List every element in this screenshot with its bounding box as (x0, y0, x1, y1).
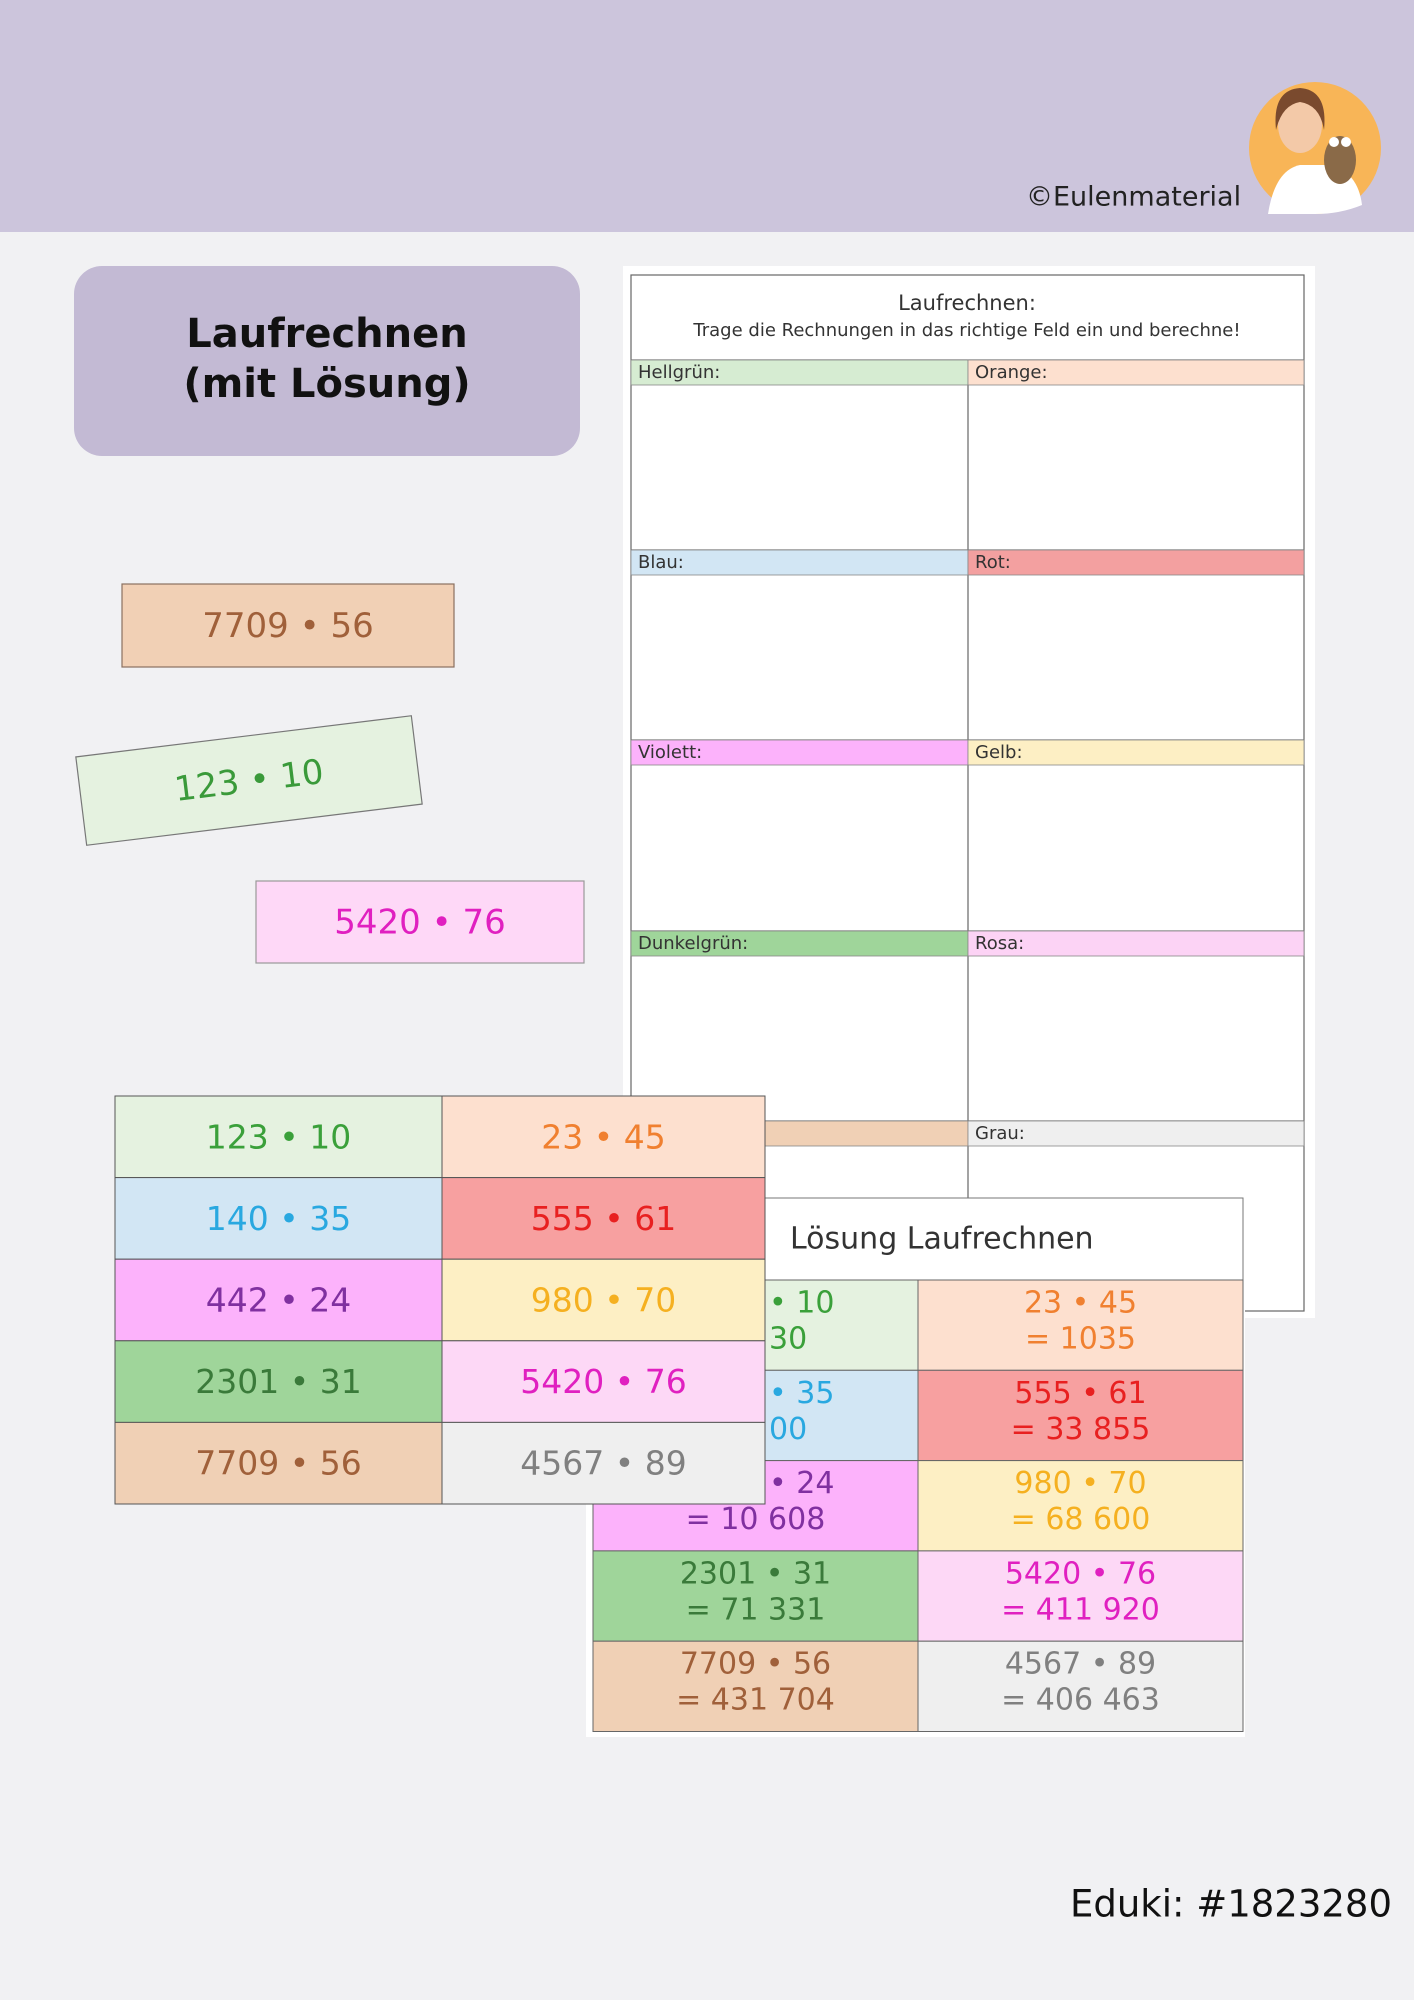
solution-cell (917, 1460, 1244, 1552)
field-label: Orange: (975, 362, 1048, 383)
solution-line: 00 (769, 1412, 807, 1447)
task-cell (441, 1258, 766, 1342)
solution-cell (917, 1279, 1244, 1371)
field-label: Grau: (975, 1123, 1025, 1144)
solution-line: • 24 (769, 1466, 834, 1501)
worksheet-title: Laufrechnen: (898, 291, 1036, 315)
solution-line: 2301 • 31 (680, 1556, 831, 1591)
solution-cell (917, 1369, 1244, 1462)
solution-line: = 431 704 (676, 1683, 835, 1718)
solution-cell (917, 1550, 1244, 1642)
task-text: 140 • 35 (206, 1199, 351, 1238)
card: 7709 • 56 (121, 583, 455, 668)
card-text: 7709 • 56 (202, 606, 373, 646)
task-text: 980 • 70 (531, 1281, 676, 1320)
field-label-bar (630, 359, 969, 386)
title-line: (mit Lösung) (183, 361, 470, 407)
solution-line: = 406 463 (1001, 1683, 1160, 1718)
card-box (121, 583, 455, 668)
task-cell (114, 1421, 443, 1505)
task-text: 7709 • 56 (195, 1444, 361, 1483)
solution-line: • 35 (769, 1376, 834, 1411)
field-label-bar (967, 1120, 1305, 1147)
field-label-bar (967, 359, 1305, 386)
solution-line: = 68 600 (1011, 1502, 1151, 1537)
field-label: Gelb: (975, 742, 1023, 763)
task-cell (441, 1421, 766, 1505)
solution-line: 555 • 61 (1014, 1376, 1146, 1411)
task-text: 555 • 61 (531, 1199, 676, 1238)
solution-line: = 411 920 (1001, 1592, 1160, 1627)
task-text: 2301 • 31 (195, 1362, 361, 1401)
card: 5420 • 76 (255, 880, 585, 964)
card-box (255, 880, 585, 964)
field-label-bar (967, 930, 1305, 957)
title-line: Laufrechnen (186, 311, 467, 357)
solution-line: = 10 608 (686, 1502, 826, 1537)
task-cell (441, 1177, 766, 1260)
title-box (74, 266, 580, 456)
card-box (75, 715, 423, 846)
eduki-id: Eduki: #1823280 (1070, 1883, 1392, 1926)
solution-line: 30 (769, 1322, 807, 1357)
task-text: 442 • 24 (206, 1281, 351, 1320)
solution-line: 5420 • 76 (1005, 1556, 1156, 1591)
task-cell (114, 1340, 443, 1423)
field-label-bar (967, 549, 1305, 576)
solution-cell (917, 1640, 1244, 1732)
card: 123 • 10 (75, 715, 423, 846)
solution-line: 23 • 45 (1024, 1286, 1137, 1321)
task-cell (441, 1340, 766, 1423)
field-label: Dunkelgrün: (638, 933, 748, 954)
field-label: Rot: (975, 552, 1011, 573)
solution-line: 7709 • 56 (680, 1647, 831, 1682)
solution-line: 4567 • 89 (1005, 1647, 1156, 1682)
field-label: Violett: (638, 742, 702, 763)
task-text: 123 • 10 (206, 1117, 351, 1156)
worksheet-instruction: Trage die Rechnungen in das richtige Fel… (692, 320, 1240, 341)
task-text: 23 • 45 (541, 1117, 665, 1156)
solution-cell (592, 1640, 919, 1732)
copyright: ©Eulenmaterial (1026, 182, 1241, 213)
card-text: 5420 • 76 (334, 903, 505, 943)
field-label-bar (967, 739, 1305, 766)
solution-line: 980 • 70 (1014, 1466, 1146, 1501)
solution-title: Lösung Laufrechnen (790, 1222, 1094, 1257)
task-text: 5420 • 76 (520, 1362, 686, 1401)
field-label-bar (630, 549, 969, 576)
avatar (1249, 82, 1381, 214)
solution-line: • 10 (769, 1286, 834, 1321)
solution-line: = 71 331 (686, 1592, 826, 1627)
field-label: Hellgrün: (638, 362, 720, 383)
field-label: Rosa: (975, 933, 1024, 954)
header-band (0, 0, 1414, 232)
task-text: 4567 • 89 (520, 1444, 686, 1483)
task-cell (441, 1095, 766, 1179)
solution-line: = 1035 (1025, 1322, 1136, 1357)
solution-line: = 33 855 (1011, 1412, 1151, 1447)
field-label: Blau: (638, 552, 684, 573)
